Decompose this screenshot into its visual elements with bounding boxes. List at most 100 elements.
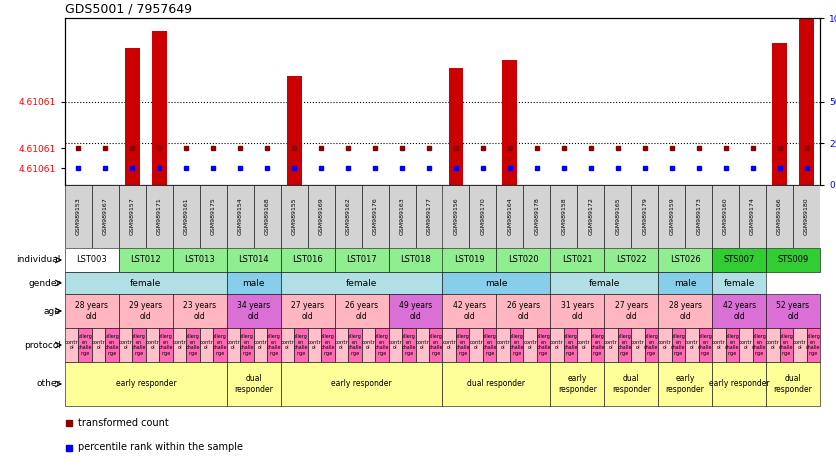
Text: contr
ol: contr ol <box>389 339 402 350</box>
Text: GSM989154: GSM989154 <box>237 198 242 236</box>
Text: 34 years
old: 34 years old <box>237 301 270 321</box>
Bar <box>119 328 132 362</box>
Bar <box>442 272 550 294</box>
Bar <box>537 328 550 362</box>
Text: contr
ol: contr ol <box>739 339 752 350</box>
Bar <box>793 328 807 362</box>
Bar <box>362 185 389 248</box>
Text: contr
ol: contr ol <box>793 339 807 350</box>
Text: allerg
en
challe
nge: allerg en challe nge <box>240 334 254 356</box>
Bar <box>186 328 200 362</box>
Text: GSM989153: GSM989153 <box>76 198 81 236</box>
Bar <box>334 248 389 272</box>
Bar <box>389 248 442 272</box>
Text: allerg
en
challe
nge: allerg en challe nge <box>375 334 389 356</box>
Bar <box>415 185 442 248</box>
Bar <box>483 328 497 362</box>
Bar <box>415 328 429 362</box>
Text: GSM989173: GSM989173 <box>696 198 701 236</box>
Bar <box>766 248 820 272</box>
Bar <box>799 18 814 185</box>
Text: 42 years
old: 42 years old <box>453 301 486 321</box>
Text: allerg
en
challe
nge: allerg en challe nge <box>563 334 578 356</box>
Bar <box>550 272 658 294</box>
Bar <box>618 328 631 362</box>
Bar <box>712 185 739 248</box>
Text: GSM989161: GSM989161 <box>184 198 189 235</box>
Text: GSM989174: GSM989174 <box>750 198 755 236</box>
Bar <box>268 328 281 362</box>
Text: allerg
en
challe
nge: allerg en challe nge <box>429 334 443 356</box>
Text: 31 years
old: 31 years old <box>561 301 594 321</box>
Text: individual: individual <box>17 255 61 264</box>
Bar <box>119 294 173 328</box>
Text: LST020: LST020 <box>508 255 538 264</box>
Text: contr
ol: contr ol <box>685 339 699 350</box>
Text: 49 years
old: 49 years old <box>399 301 432 321</box>
Bar <box>772 43 787 185</box>
Text: 23 years
old: 23 years old <box>183 301 217 321</box>
Text: GSM989163: GSM989163 <box>400 198 405 236</box>
Text: dual responder: dual responder <box>467 380 526 389</box>
Text: male: male <box>674 279 696 288</box>
Bar <box>658 294 712 328</box>
Bar <box>92 328 105 362</box>
Text: contr
ol: contr ol <box>65 339 79 350</box>
Text: allerg
en
challe
nge: allerg en challe nge <box>213 334 227 356</box>
Text: allerg
en
challe
nge: allerg en challe nge <box>482 334 497 356</box>
Bar <box>712 272 766 294</box>
Bar <box>254 328 268 362</box>
Bar <box>65 294 119 328</box>
Text: dual
responder: dual responder <box>773 374 813 394</box>
Bar <box>442 185 470 248</box>
Bar <box>766 328 779 362</box>
Bar <box>173 328 186 362</box>
Text: GSM989162: GSM989162 <box>345 198 350 236</box>
Text: contr
ol: contr ol <box>92 339 105 350</box>
Bar <box>281 328 294 362</box>
Bar <box>79 328 92 362</box>
Bar <box>604 328 618 362</box>
Text: LST018: LST018 <box>400 255 431 264</box>
Text: dual
responder: dual responder <box>612 374 650 394</box>
Bar <box>523 185 550 248</box>
Text: 26 years
old: 26 years old <box>345 301 378 321</box>
Bar <box>348 328 362 362</box>
Text: LST016: LST016 <box>293 255 323 264</box>
Bar <box>578 328 591 362</box>
Text: male: male <box>485 279 507 288</box>
Text: contr
ol: contr ol <box>415 339 429 350</box>
Text: other: other <box>37 380 61 389</box>
Text: LST012: LST012 <box>130 255 161 264</box>
Bar <box>281 248 334 272</box>
Text: 27 years
old: 27 years old <box>291 301 324 321</box>
Bar <box>281 185 308 248</box>
Text: early responder: early responder <box>709 380 769 389</box>
Bar <box>227 272 281 294</box>
Bar <box>726 328 739 362</box>
Text: allerg
en
challe
nge: allerg en challe nge <box>267 334 281 356</box>
Bar <box>779 328 793 362</box>
Bar <box>65 328 79 362</box>
Text: GSM989156: GSM989156 <box>453 198 458 235</box>
Text: allerg
en
challe
nge: allerg en challe nge <box>725 334 740 356</box>
Text: allerg
en
challe
nge: allerg en challe nge <box>132 334 146 356</box>
Bar <box>658 185 686 248</box>
Text: contr
ol: contr ol <box>631 339 645 350</box>
Text: contr
ol: contr ol <box>523 339 537 350</box>
Bar <box>658 328 671 362</box>
Text: allerg
en
challe
nge: allerg en challe nge <box>321 334 335 356</box>
Bar <box>442 248 497 272</box>
Text: contr
ol: contr ol <box>550 339 564 350</box>
Bar <box>200 328 213 362</box>
Bar <box>65 362 227 406</box>
Text: allerg
en
challe
nge: allerg en challe nge <box>645 334 659 356</box>
Bar <box>92 185 119 248</box>
Text: allerg
en
challe
nge: allerg en challe nge <box>348 334 362 356</box>
Text: GSM989178: GSM989178 <box>534 198 539 236</box>
Bar <box>132 328 146 362</box>
Bar <box>254 185 281 248</box>
Text: contr
ol: contr ol <box>200 339 213 350</box>
Text: contr
ol: contr ol <box>119 339 133 350</box>
Bar <box>523 328 537 362</box>
